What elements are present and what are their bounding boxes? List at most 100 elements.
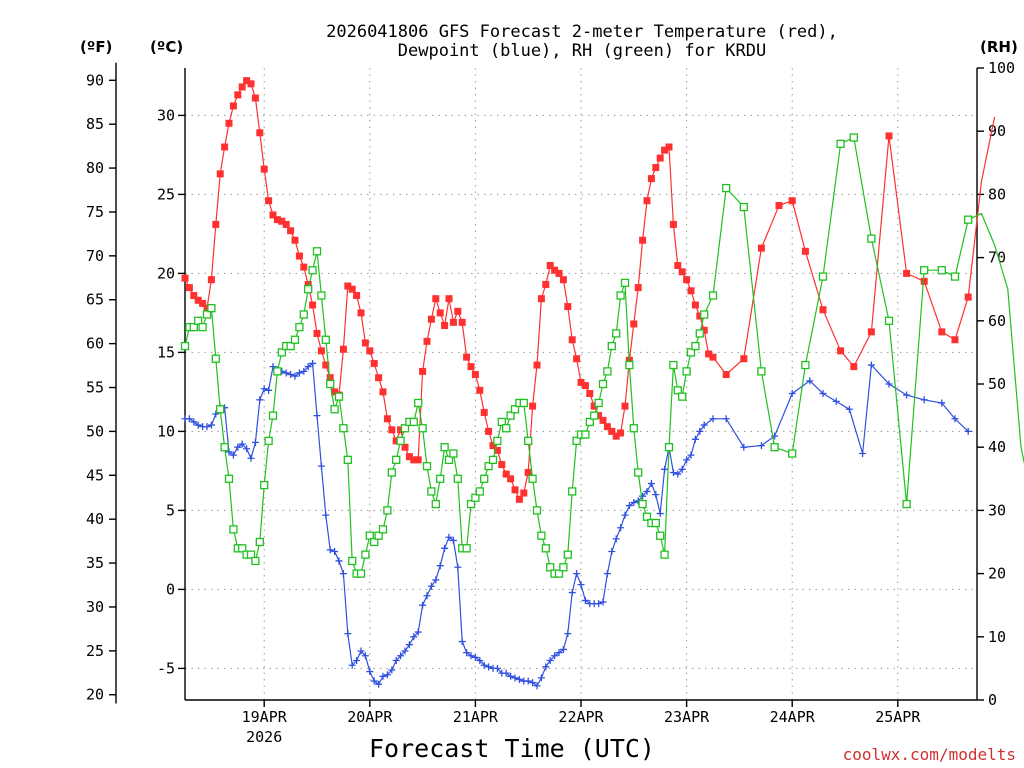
- temp-point-68: [481, 409, 488, 416]
- temp-point-131: [886, 132, 893, 139]
- rh-point-111: [670, 362, 677, 369]
- rh-point-9: [221, 444, 228, 451]
- rh-point-102: [630, 425, 637, 432]
- temp-point-45: [380, 388, 387, 395]
- x-tick-label-1: 20APR: [347, 708, 393, 726]
- c-tick-label-7: 30: [157, 106, 175, 124]
- temp-point-111: [670, 221, 677, 228]
- rh-point-38: [349, 557, 356, 564]
- x-tick-label-5: 24APR: [770, 708, 816, 726]
- rh-point-98: [613, 330, 620, 337]
- temp-point-63: [459, 319, 466, 326]
- temp-point-36: [340, 346, 347, 353]
- rh-point-88: [569, 488, 576, 495]
- temp-point-80: [534, 362, 541, 369]
- temp-point-41: [362, 339, 369, 346]
- rh-point-40: [358, 570, 365, 577]
- rh-point-125: [802, 362, 809, 369]
- temp-point-25: [292, 237, 299, 244]
- temp-point-87: [564, 303, 571, 310]
- temp-point-57: [432, 295, 439, 302]
- rh-point-108: [657, 532, 664, 539]
- rh-point-128: [850, 134, 857, 141]
- temp-point-129: [850, 363, 857, 370]
- rh-point-48: [393, 456, 400, 463]
- rh-point-31: [318, 292, 325, 299]
- rh-point-133: [938, 267, 945, 274]
- temp-point-100: [622, 403, 629, 410]
- f-tick-label-14: 90: [86, 71, 104, 89]
- f-tick-label-9: 65: [86, 291, 104, 309]
- f-tick-label-2: 30: [86, 598, 104, 616]
- temp-point-40: [358, 309, 365, 316]
- temp-point-88: [569, 336, 576, 343]
- temp-point-135: [952, 336, 959, 343]
- chart-title-line2: Dewpoint (blue), RH (green) for KRDU: [398, 41, 766, 61]
- rh-point-113: [679, 393, 686, 400]
- rh-point-110: [666, 444, 673, 451]
- temp-point-66: [472, 371, 479, 378]
- x-tick-label-3: 22APR: [558, 708, 604, 726]
- temp-point-136: [965, 294, 972, 301]
- fahrenheit-unit-label: (ºF): [80, 38, 112, 56]
- f-tick-label-8: 60: [86, 335, 104, 353]
- rh-point-41: [362, 551, 369, 558]
- temp-point-114: [683, 276, 690, 283]
- temp-point-56: [428, 316, 435, 323]
- rh-tick-label-4: 40: [988, 438, 1006, 456]
- rh-point-46: [384, 507, 391, 514]
- temp-point-115: [688, 287, 695, 294]
- rh-point-116: [692, 343, 699, 350]
- temp-point-18: [261, 166, 268, 173]
- temp-point-76: [516, 496, 523, 503]
- rh-point-32: [322, 336, 329, 343]
- rh-point-37: [344, 456, 351, 463]
- temp-point-61: [450, 319, 457, 326]
- temp-point-107: [652, 164, 659, 171]
- temp-point-46: [384, 415, 391, 422]
- temp-point-112: [674, 262, 681, 269]
- temp-point-10: [226, 120, 233, 127]
- temp-point-64: [463, 354, 470, 361]
- f-tick-label-4: 40: [86, 510, 104, 528]
- rh-point-56: [428, 488, 435, 495]
- x-axis-label: Forecast Time (UTC): [369, 734, 655, 763]
- c-tick-label-5: 20: [157, 264, 175, 282]
- rh-point-57: [432, 501, 439, 508]
- temp-point-8: [217, 170, 224, 177]
- temp-point-99: [617, 429, 624, 436]
- rh-tick-label-5: 50: [988, 375, 1006, 393]
- temp-point-128: [837, 347, 844, 354]
- rh-point-94: [595, 399, 602, 406]
- f-tick-label-6: 50: [86, 422, 104, 440]
- rh-point-73: [503, 425, 510, 432]
- chart-background: [0, 0, 1024, 768]
- temp-point-1: [186, 284, 193, 291]
- rh-point-87: [564, 551, 571, 558]
- rh-point-68: [481, 475, 488, 482]
- rh-point-67: [476, 488, 483, 495]
- rh-point-49: [397, 437, 404, 444]
- temp-point-13: [239, 83, 246, 90]
- temp-point-92: [586, 390, 593, 397]
- rh-point-95: [600, 381, 607, 388]
- temp-point-122: [740, 355, 747, 362]
- temp-point-9: [221, 144, 228, 151]
- rh-point-117: [696, 330, 703, 337]
- rh-point-77: [520, 399, 527, 406]
- rh-point-78: [525, 437, 532, 444]
- temp-point-104: [639, 237, 646, 244]
- temp-point-79: [529, 403, 536, 410]
- rh-point-130: [886, 317, 893, 324]
- temp-point-6: [208, 276, 215, 283]
- temp-point-105: [644, 197, 651, 204]
- rh-point-47: [388, 469, 395, 476]
- c-tick-label-1: 0: [166, 580, 175, 598]
- temp-point-58: [437, 309, 444, 316]
- x-tick-sublabel-0: 2026: [246, 728, 282, 746]
- rh-point-121: [740, 204, 747, 211]
- rh-point-82: [542, 545, 549, 552]
- rh-point-7: [212, 355, 219, 362]
- rh-point-122: [758, 368, 765, 375]
- temp-point-86: [560, 276, 567, 283]
